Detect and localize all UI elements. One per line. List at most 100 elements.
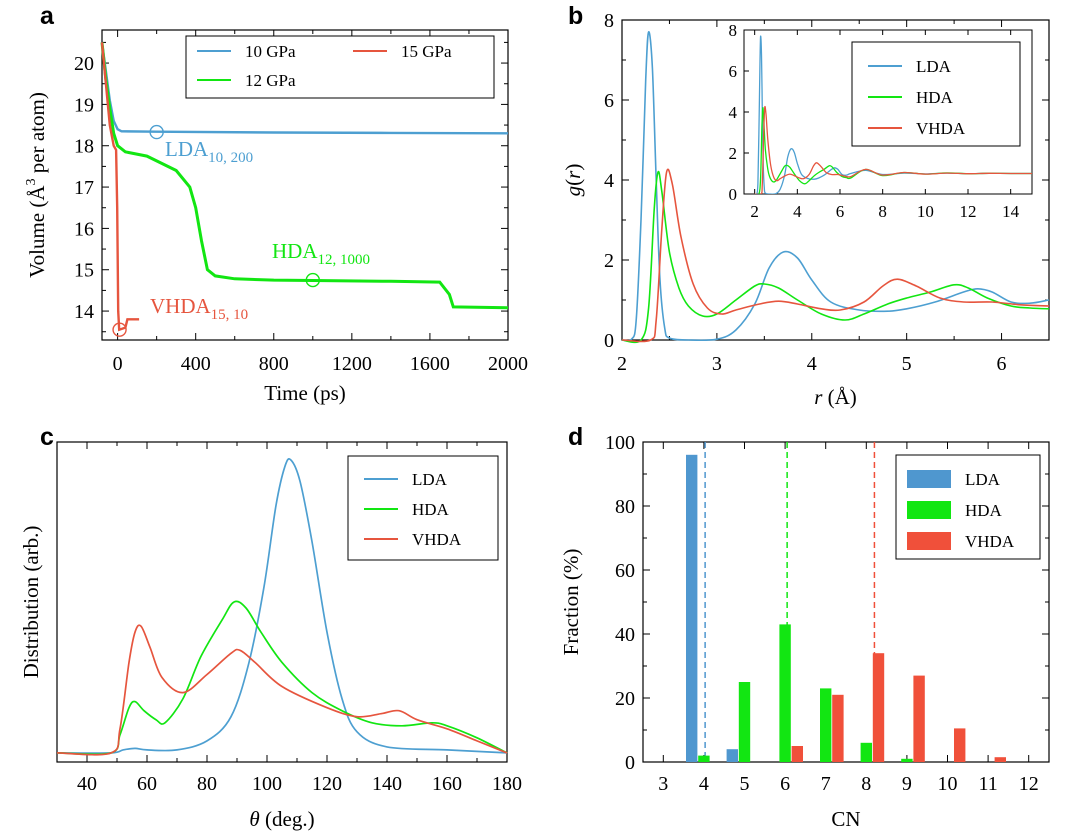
- annotation-hda: HDA12, 1000: [272, 239, 370, 268]
- y-tick-label: 6: [604, 90, 614, 112]
- y-tick-label: 60: [615, 560, 635, 582]
- inset-y-tick-label: 4: [729, 103, 738, 122]
- inset-x-tick-label: 10: [917, 202, 934, 221]
- y-tick-label: 20: [615, 688, 635, 710]
- x-tick-label: 140: [372, 773, 402, 795]
- x-tick-label: 4: [699, 773, 709, 795]
- y-tick-label: 16: [74, 218, 94, 240]
- x-tick-label: 5: [740, 773, 750, 795]
- y-tick-label: 17: [74, 177, 94, 199]
- series-lda-legend-label: LDA: [916, 57, 952, 76]
- x-tick-label: 12: [1019, 773, 1039, 795]
- inset-x-tick-label: 12: [960, 202, 977, 221]
- plot-frame: [56, 441, 508, 763]
- x-tick-label: 80: [197, 773, 217, 795]
- series-vhda-line: [56, 624, 508, 756]
- inset-x-tick-label: 6: [836, 202, 845, 221]
- series-10gpa-legend-label: 10 GPa: [245, 42, 296, 61]
- x-axis-label: θ (deg.): [249, 807, 314, 831]
- x-tick-label: 9: [902, 773, 912, 795]
- x-tick-label: 100: [252, 773, 282, 795]
- bar-vhda-cn11: [994, 757, 1006, 762]
- series-vhda-legend-swatch: [907, 532, 951, 550]
- y-axis-label: Fraction (%): [559, 549, 583, 656]
- x-tick-label: 5: [902, 353, 912, 375]
- bar-hda-cn6: [779, 624, 791, 762]
- y-axis-label: Distribution (arb.): [19, 526, 43, 679]
- x-axis-label: Time (ps): [264, 381, 346, 405]
- y-axis-label: Volume (Å3 per atom): [24, 92, 49, 278]
- annotation-marker: [149, 124, 164, 140]
- annotation-vhda: VHDA15, 10: [150, 294, 248, 323]
- series-hda-legend-label: HDA: [965, 501, 1003, 520]
- inset-y-tick-label: 6: [729, 62, 738, 81]
- x-tick-label: 3: [712, 353, 722, 375]
- series-hda-legend-label: HDA: [916, 88, 954, 107]
- bar-vhda-cn6: [791, 746, 803, 762]
- x-tick-label: 7: [821, 773, 831, 795]
- x-tick-label: 60: [137, 773, 157, 795]
- annotation-marker: [112, 322, 127, 337]
- y-tick-label: 2: [604, 250, 614, 272]
- y-tick-label: 80: [615, 496, 635, 518]
- series-hda-legend-label: HDA: [412, 500, 450, 519]
- panel-letter-c: c: [40, 423, 54, 451]
- panel-c: c 40 60 80 100 120 140 160 180 LDA HDA VHDA θ (deg.)…: [19, 423, 522, 831]
- series-vhda-line: [621, 168, 1050, 343]
- x-tick-label: 400: [181, 353, 211, 375]
- y-tick-label: 8: [604, 10, 614, 32]
- series-15gpa-line: [100, 42, 140, 332]
- bar-lda-cn5: [726, 749, 738, 762]
- x-tick-label: 4: [807, 353, 817, 375]
- y-tick-label: 0: [604, 330, 614, 352]
- series-vhda-legend-label: VHDA: [916, 119, 966, 138]
- bar-hda-cn8: [860, 742, 872, 762]
- series-lda-legend-label: LDA: [965, 470, 1001, 489]
- inset-series-vhda-line: [754, 105, 1032, 194]
- x-tick-label: 40: [77, 773, 97, 795]
- series-15gpa-legend-label: 15 GPa: [401, 42, 452, 61]
- x-tick-label: 2000: [488, 353, 528, 375]
- annotation-lda: LDA10, 200: [165, 137, 253, 166]
- series-12gpa-line: [100, 42, 509, 310]
- inset-x-tick-label: 14: [1002, 202, 1020, 221]
- series-hda-legend-swatch: [907, 501, 951, 519]
- legend-frame: [185, 35, 495, 99]
- series-lda-legend-swatch: [907, 470, 951, 488]
- y-tick-label: 14: [74, 301, 94, 323]
- y-axis-label: g(r): [561, 164, 585, 197]
- inset-x-tick-label: 2: [750, 202, 759, 221]
- x-axis-label: CN: [831, 807, 860, 831]
- inset-x-tick-label: 8: [878, 202, 887, 221]
- series-vhda-legend-label: VHDA: [412, 530, 462, 549]
- panel-a: a 0 400 800 1200 1600 2000 14 15 16 17 18 19 20 LDA10,…: [24, 2, 528, 405]
- panel-d: d 3 4 5 6 7 8 9 10 11 12 0 20 40 60 80 100 LDA HDA VHDA CN Fr…: [559, 423, 1050, 831]
- series-vhda-legend-label: VHDA: [965, 532, 1015, 551]
- x-tick-label: 6: [780, 773, 790, 795]
- inset-y-tick-label: 0: [729, 185, 738, 204]
- y-tick-label: 18: [74, 136, 94, 158]
- panel-letter-a: a: [40, 2, 55, 30]
- y-tick-label: 40: [615, 624, 635, 646]
- panel-letter-d: d: [568, 423, 583, 451]
- y-tick-label: 0: [625, 752, 635, 774]
- series-hda-line: [621, 170, 1050, 344]
- x-tick-label: 10: [938, 773, 958, 795]
- y-tick-label: 4: [604, 170, 614, 192]
- y-tick-label: 20: [74, 53, 94, 75]
- bar-vhda-cn9: [913, 675, 925, 762]
- series-hda-line: [56, 600, 508, 756]
- x-tick-label: 11: [978, 773, 997, 795]
- bar-hda-cn4: [698, 755, 710, 762]
- x-tick-label: 1200: [332, 353, 372, 375]
- x-tick-label: 180: [492, 773, 522, 795]
- x-tick-label: 1600: [410, 353, 450, 375]
- x-tick-label: 2: [617, 353, 627, 375]
- bar-hda-cn9: [901, 758, 913, 762]
- x-tick-label: 800: [259, 353, 289, 375]
- series-lda-legend-label: LDA: [412, 470, 448, 489]
- series-12gpa-legend-label: 12 GPa: [245, 71, 296, 90]
- bar-vhda-cn8: [872, 653, 885, 762]
